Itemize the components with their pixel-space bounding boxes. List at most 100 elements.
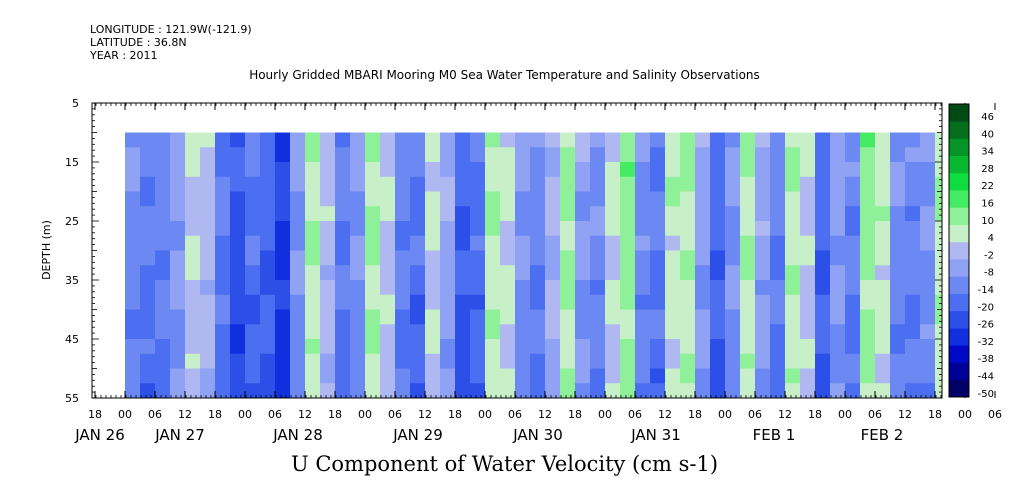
heatmap-cell	[530, 206, 546, 222]
heatmap-cell	[230, 309, 246, 325]
heatmap-cell	[440, 309, 456, 325]
heatmap-cell	[470, 250, 486, 266]
y-tick-label: 55	[65, 392, 79, 405]
colorbar-swatch	[949, 155, 969, 174]
heatmap-cell	[740, 265, 756, 281]
heatmap-cell	[845, 383, 861, 399]
heatmap-cell	[500, 383, 516, 399]
year-label: YEAR : 2011	[90, 49, 158, 62]
heatmap-cell	[530, 339, 546, 355]
heatmap-cell	[395, 221, 411, 237]
heatmap-cell	[350, 147, 366, 163]
heatmap-cell	[665, 265, 681, 281]
heatmap-cell	[530, 235, 546, 251]
heatmap-cell	[410, 235, 426, 251]
heatmap-cell	[665, 383, 681, 399]
heatmap-cell	[140, 339, 156, 355]
heatmap-cell	[290, 147, 306, 163]
heatmap-cell	[755, 162, 771, 178]
heatmap-cell	[635, 265, 651, 281]
heatmap-cell	[860, 265, 876, 281]
heatmap-cell	[710, 368, 726, 384]
heatmap-cell	[455, 280, 471, 296]
heatmap-cell	[650, 191, 666, 207]
x-hour-tick-label: 06	[988, 408, 1002, 421]
heatmap-cell	[185, 250, 201, 266]
heatmap-cell	[935, 147, 942, 163]
heatmap-cell	[620, 206, 636, 222]
heatmap-cell	[620, 250, 636, 266]
heatmap-cell	[350, 294, 366, 310]
heatmap-cell	[590, 353, 606, 369]
heatmap-cell	[515, 162, 531, 178]
heatmap-cell	[935, 235, 942, 251]
colorbar-swatch	[949, 293, 969, 312]
heatmap-cell	[305, 147, 321, 163]
heatmap-cell	[410, 294, 426, 310]
heatmap-cell	[560, 235, 576, 251]
heatmap-cell	[530, 176, 546, 192]
heatmap-cell	[395, 294, 411, 310]
heatmap-cell	[620, 339, 636, 355]
heatmap-cell	[590, 162, 606, 178]
x-day-label: JAN 31	[630, 426, 681, 444]
heatmap-cell	[365, 324, 381, 340]
heatmap-cell	[845, 294, 861, 310]
heatmap-cell	[875, 280, 891, 296]
heatmap-cell	[230, 235, 246, 251]
heatmap-cell	[335, 206, 351, 222]
heatmap-cell	[575, 206, 591, 222]
heatmap-cell	[575, 294, 591, 310]
colorbar-swatch	[949, 121, 969, 139]
heatmap-cell	[695, 383, 711, 399]
heatmap-cell	[275, 206, 291, 222]
heatmap-cell	[785, 162, 801, 178]
heatmap-cell	[635, 206, 651, 222]
heatmap-cell	[920, 221, 936, 237]
heatmap-cell	[650, 294, 666, 310]
heatmap-cell	[305, 309, 321, 325]
heatmap-cell	[770, 339, 786, 355]
heatmap-cell	[755, 132, 771, 148]
heatmap-cell	[725, 368, 741, 384]
heatmap-cell	[530, 368, 546, 384]
heatmap-cell	[155, 383, 171, 399]
longitude-label: LONGITUDE : 121.9W(-121.9)	[90, 23, 252, 36]
heatmap-cell	[755, 206, 771, 222]
heatmap-cell	[920, 294, 936, 310]
colorbar-label: -50	[978, 389, 994, 400]
heatmap-cell	[860, 147, 876, 163]
heatmap-cell	[785, 383, 801, 399]
heatmap-cell	[770, 221, 786, 237]
heatmap-cell	[695, 309, 711, 325]
heatmap-cell	[665, 162, 681, 178]
heatmap-cell	[830, 132, 846, 148]
heatmap-cell	[875, 191, 891, 207]
heatmap-cell	[320, 162, 336, 178]
heatmap-cell	[290, 250, 306, 266]
heatmap-cell	[470, 294, 486, 310]
heatmap-cell	[875, 162, 891, 178]
heatmap-cell	[905, 191, 921, 207]
heatmap-cell	[575, 250, 591, 266]
heatmap-cell	[275, 294, 291, 310]
x-hour-tick-label: 18	[208, 408, 222, 421]
heatmap-cell	[875, 383, 891, 399]
x-day-label: FEB 1	[753, 426, 796, 444]
heatmap-cell	[260, 383, 276, 399]
heatmap-cell	[800, 162, 816, 178]
heatmap-cell	[815, 265, 831, 281]
heatmap-cell	[875, 147, 891, 163]
heatmap-cell	[155, 368, 171, 384]
heatmap-cell	[695, 206, 711, 222]
heatmap-cell	[845, 339, 861, 355]
heatmap-cell	[230, 383, 246, 399]
heatmap-cell	[215, 383, 231, 399]
x-hour-tick-label: 00	[958, 408, 972, 421]
heatmap-cell	[740, 132, 756, 148]
heatmap-cell	[815, 147, 831, 163]
heatmap-cell	[830, 339, 846, 355]
heatmap-cell	[770, 162, 786, 178]
heatmap-cell	[815, 176, 831, 192]
heatmap-cell	[245, 176, 261, 192]
